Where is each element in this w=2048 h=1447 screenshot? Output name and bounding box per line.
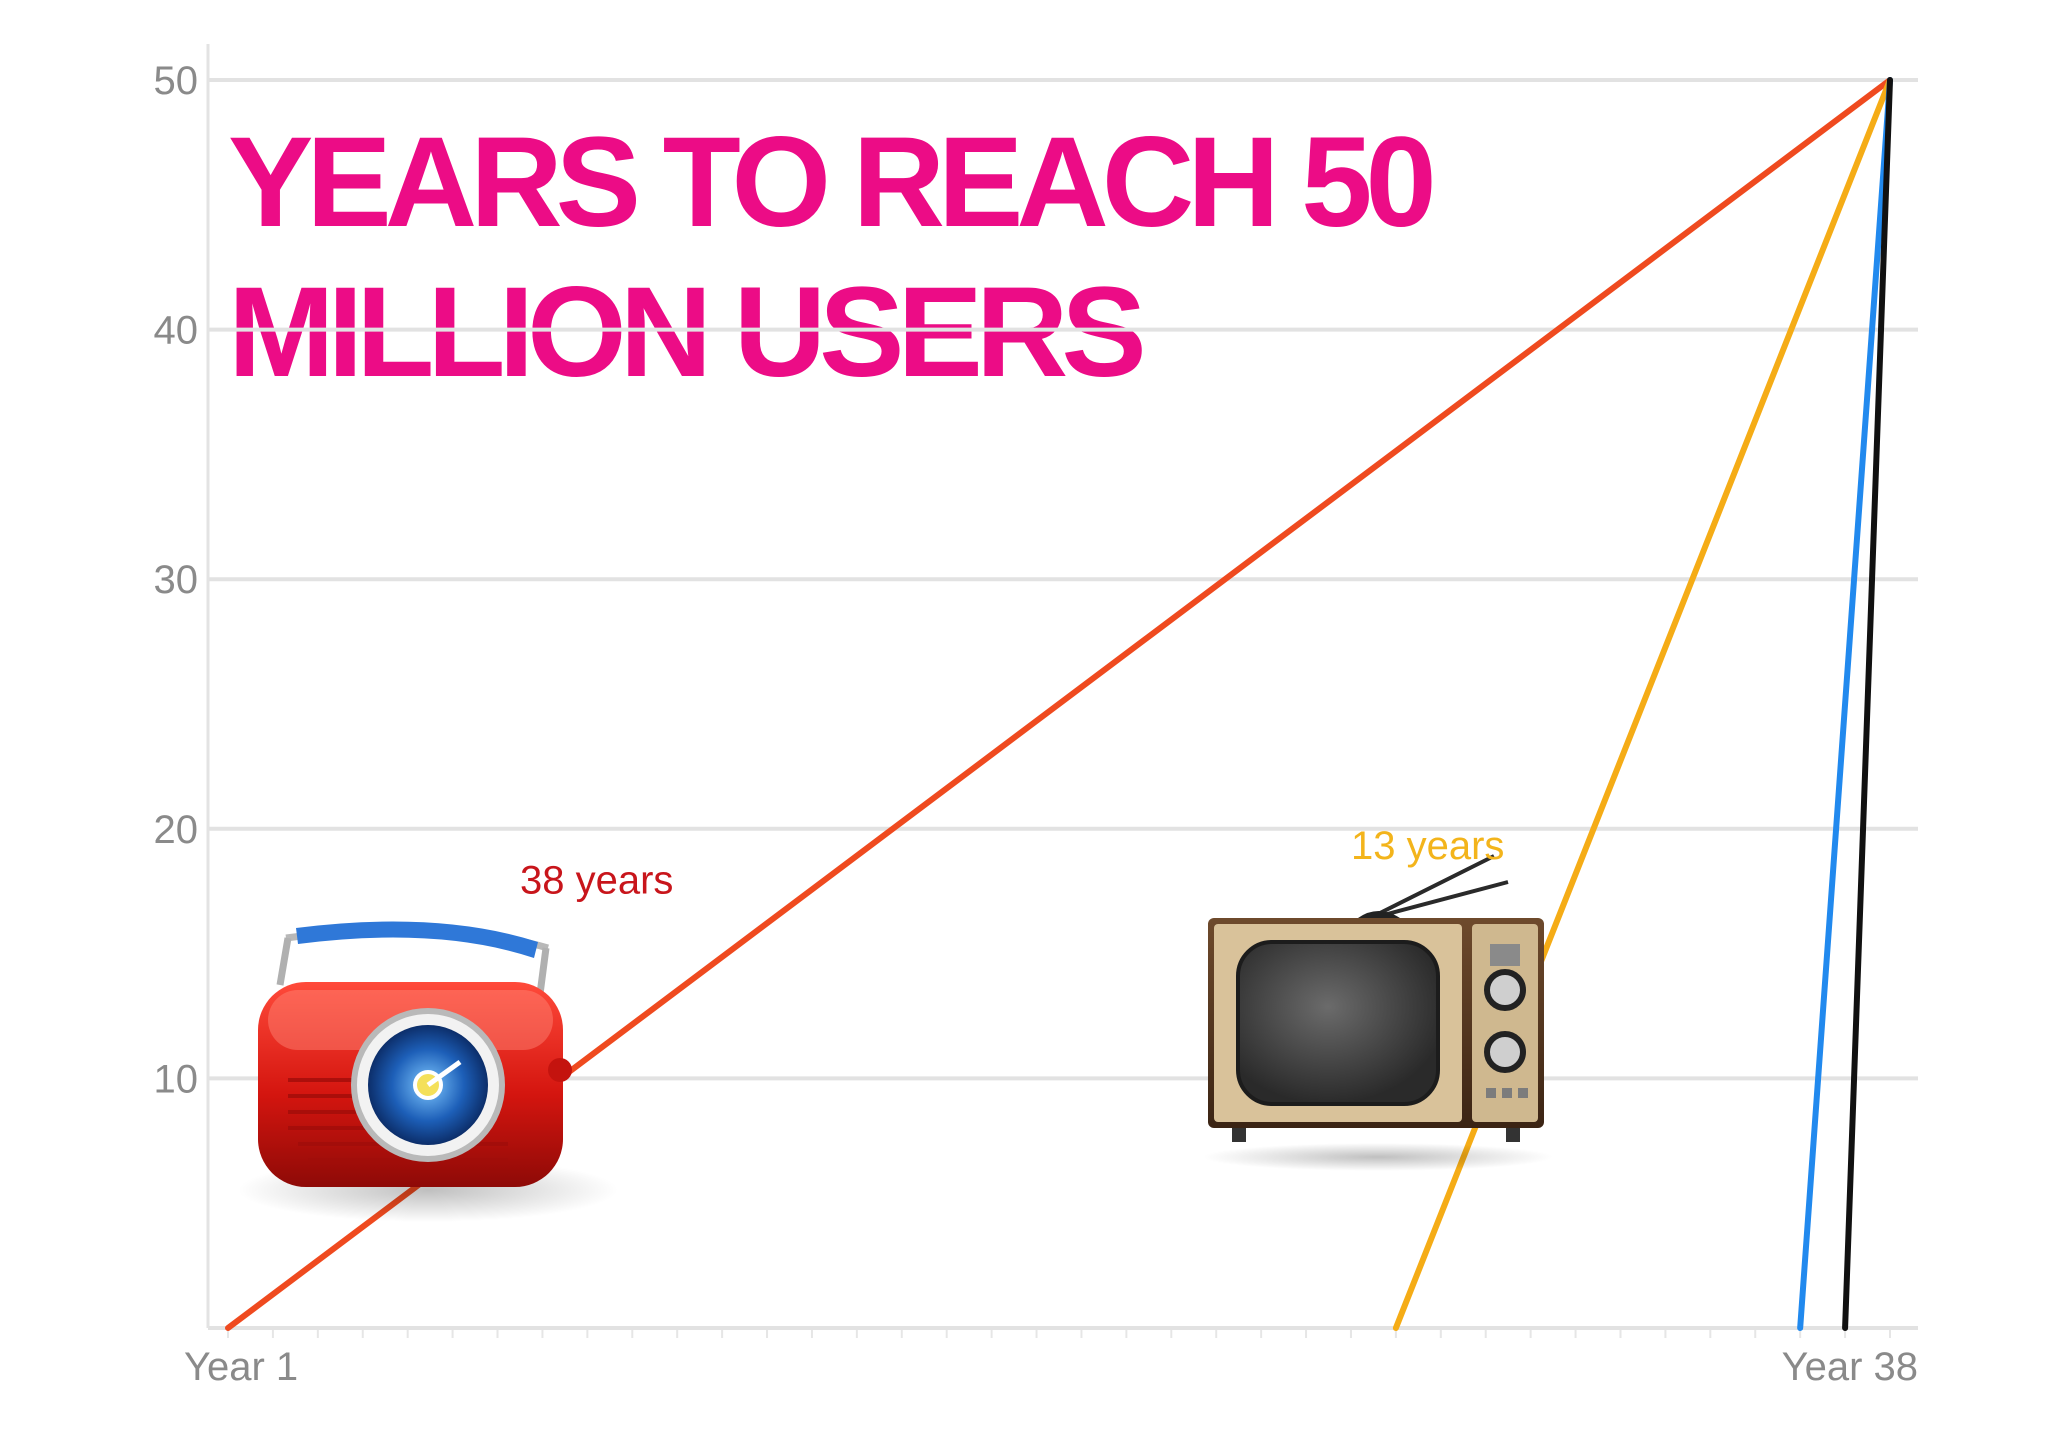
television-icon xyxy=(1203,854,1553,1171)
y-tick-label-40: 40 xyxy=(154,309,199,353)
radio-icon xyxy=(238,921,618,1222)
y-tick-label-20: 20 xyxy=(154,808,199,852)
chart-title: YEARS TO REACH 50 MILLION USERS xyxy=(228,111,1437,404)
y-tick-label-10: 10 xyxy=(154,1057,199,1101)
x-tick-labels: Year 1 Year 38 xyxy=(184,1345,1918,1389)
annotations: 38 years 13 years xyxy=(520,824,1504,903)
series-line-4 xyxy=(1842,77,1893,1331)
y-tick-labels: 10 20 30 40 50 xyxy=(154,59,199,1101)
x-minor-ticks xyxy=(227,1330,1891,1338)
x-tick-label-1: Year 1 xyxy=(184,1345,298,1389)
annotation-2: 13 years xyxy=(1351,824,1504,868)
series-line-3 xyxy=(1797,77,1893,1331)
y-tick-label-30: 30 xyxy=(154,558,199,602)
x-tick-label-2: Year 38 xyxy=(1782,1345,1918,1389)
annotation-1: 38 years xyxy=(520,859,673,903)
y-tick-label-50: 50 xyxy=(154,59,199,103)
